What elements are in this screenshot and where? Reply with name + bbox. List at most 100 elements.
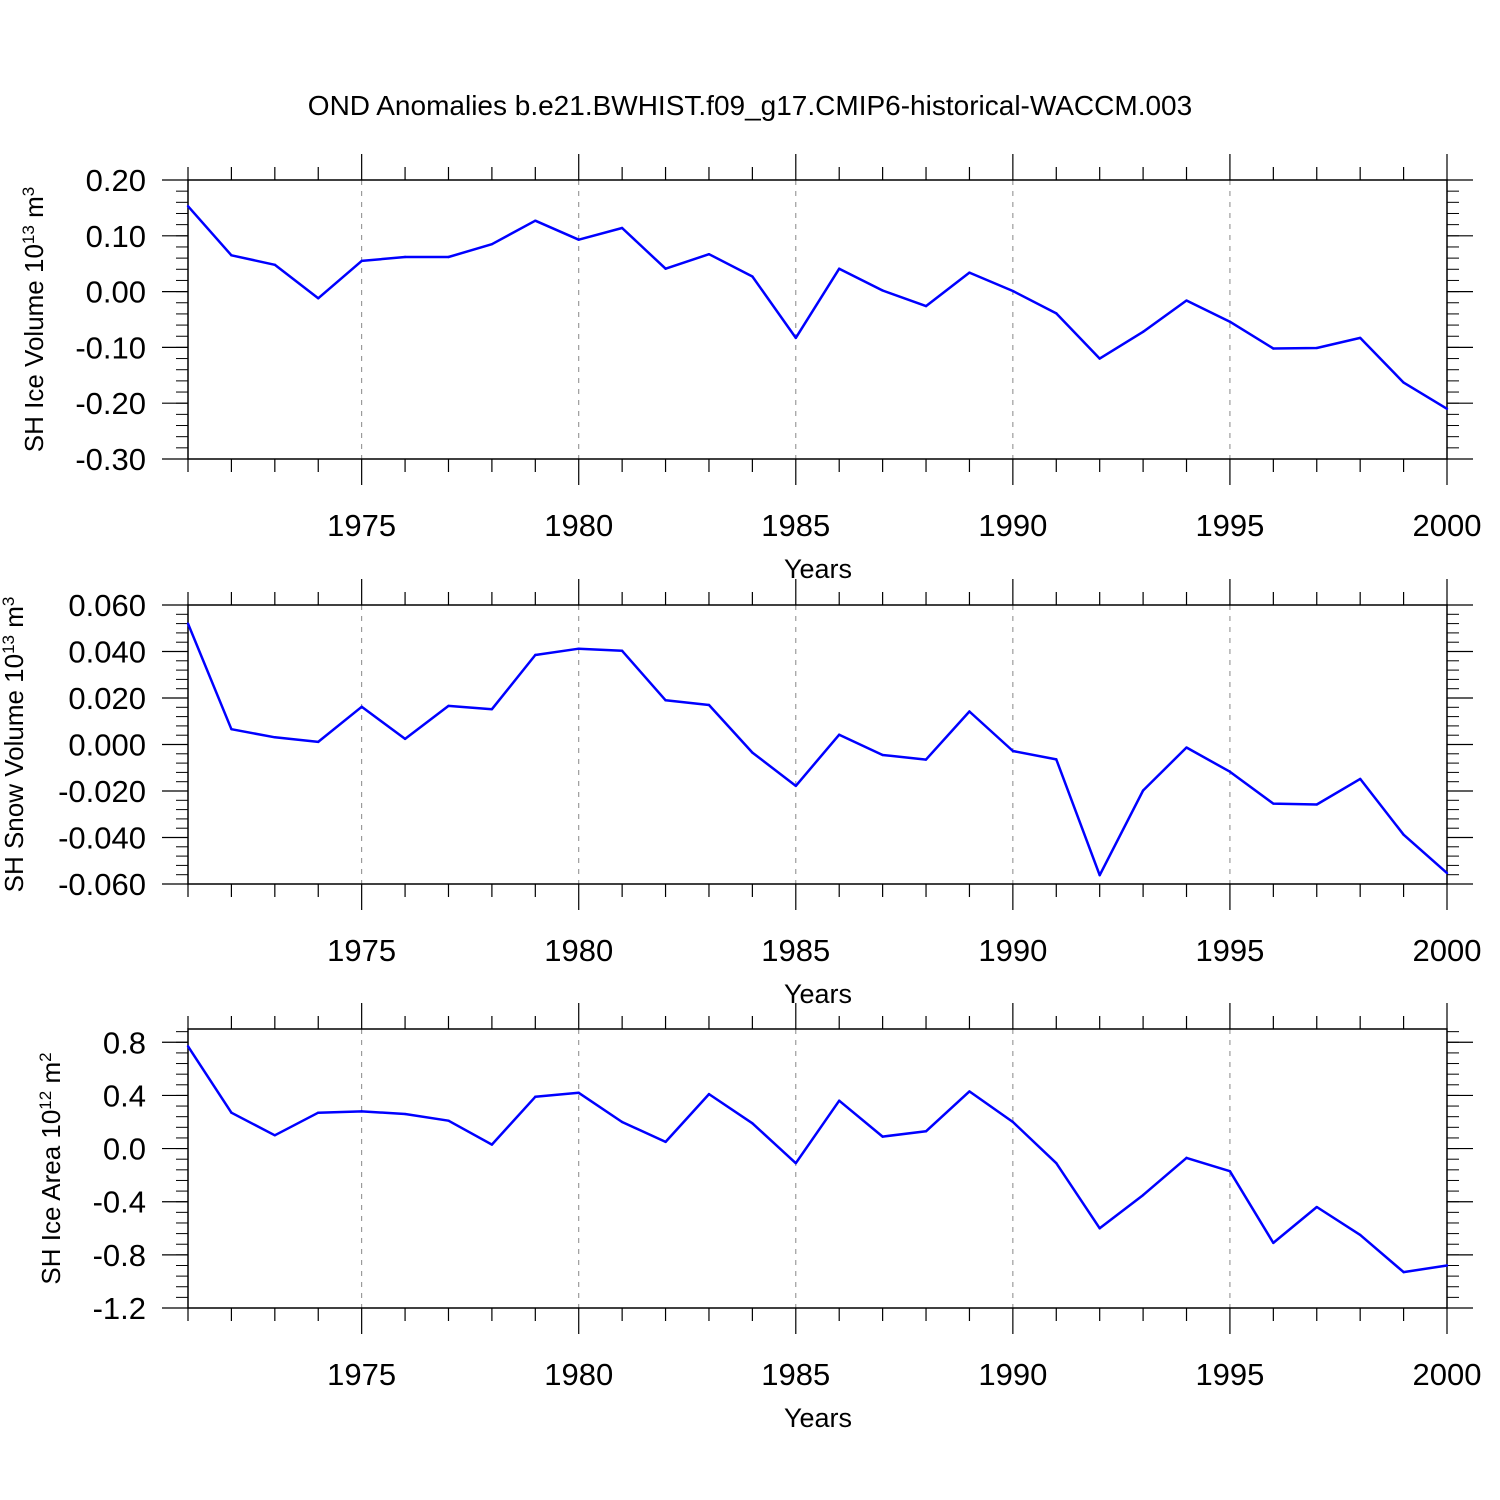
y-tick-label: -0.020	[58, 774, 146, 809]
data-point	[490, 1143, 494, 1146]
data-point	[1055, 1161, 1058, 1165]
y-tick-label: -0.10	[75, 330, 146, 365]
y-axis-label: SH Snow Volume 1013 m3	[0, 597, 29, 893]
y-tick-label: -0.20	[75, 386, 146, 421]
y-tick-label: 0.000	[68, 728, 146, 763]
data-point	[317, 1111, 320, 1114]
y-tick-label: -0.30	[75, 442, 146, 477]
y-tick-label: 0.20	[86, 163, 146, 198]
data-point	[1098, 357, 1101, 360]
y-axis-label-part: SH Ice Volume 10	[19, 244, 49, 452]
data-point	[403, 1112, 407, 1116]
data-point	[620, 1120, 624, 1124]
data-point	[968, 271, 971, 274]
data-point	[751, 751, 754, 754]
y-axis-label-superscript: 3	[19, 187, 38, 196]
data-point	[1141, 1193, 1145, 1197]
series-line	[186, 1045, 1448, 1274]
data-point	[273, 736, 277, 739]
x-tick-label: 1980	[544, 933, 613, 968]
data-point	[360, 259, 363, 263]
x-tick-label: 1975	[327, 1357, 396, 1392]
data-point	[1315, 346, 1318, 350]
x-tick-label: 1985	[761, 508, 830, 543]
y-axis-label-part: m	[19, 196, 49, 225]
figure-title: OND Anomalies b.e21.BWHIST.f09_g17.CMIP6…	[308, 90, 1192, 121]
data-point	[1402, 1270, 1405, 1274]
plot-frame	[187, 1028, 1448, 1309]
panel-2: 0.060 0.040 0.020 0.000 -0.020 -0.040 -0.060 19…	[0, 579, 1481, 1009]
x-tick-label: 1995	[1195, 508, 1264, 543]
data-point	[620, 649, 624, 653]
data-point	[1228, 1169, 1232, 1173]
series-line	[186, 623, 1448, 877]
data-point	[230, 1111, 233, 1114]
x-tick-label: 1990	[978, 508, 1047, 543]
data-point	[1358, 777, 1362, 781]
data-point	[186, 1045, 190, 1048]
data-point	[490, 707, 494, 711]
y-tick-label: 0.040	[68, 635, 146, 670]
y-tick-label: 0.020	[68, 681, 146, 716]
y-tick-label: 0.00	[86, 275, 146, 310]
data-point	[1272, 1241, 1275, 1245]
x-tick-label: 1990	[978, 1357, 1047, 1392]
panels: 0.20 0.10 0.00 -0.10 -0.20 -0.30 1975 1980 1985 1…	[0, 154, 1481, 1433]
data-point	[1272, 802, 1275, 805]
data-point	[1185, 746, 1188, 749]
y-axis-label: SH Ice Area 1012 m2	[36, 1052, 67, 1284]
data-point	[707, 253, 711, 256]
y-axis-label-part: SH Ice Area 10	[36, 1110, 66, 1285]
data-point	[1098, 873, 1101, 877]
data-point	[751, 275, 754, 278]
data-point	[1445, 407, 1449, 410]
data-point	[1358, 1233, 1362, 1237]
data-point	[273, 1134, 277, 1137]
panel-1: 0.20 0.10 0.00 -0.10 -0.20 -0.30 1975 1980 1985 1…	[19, 154, 1481, 584]
data-point	[577, 238, 580, 241]
data-point	[230, 254, 233, 257]
panel-3: 0.8 0.4 0.0 -0.4 -0.8 -1.2 1975 1980 1985 1990 199…	[36, 1003, 1481, 1433]
plot-frame	[187, 604, 1448, 885]
data-point	[360, 1110, 363, 1113]
data-point	[924, 1130, 928, 1133]
data-point	[968, 710, 971, 713]
data-point	[1315, 1205, 1318, 1209]
data-point	[924, 304, 928, 308]
data-point	[447, 704, 450, 708]
data-point	[577, 1091, 580, 1094]
y-tick-label: 0.10	[86, 219, 146, 254]
x-tick-label: 1975	[327, 508, 396, 543]
data-point	[1445, 1264, 1449, 1267]
data-point	[1185, 1156, 1188, 1160]
x-tick-label: 1980	[544, 508, 613, 543]
data-point	[273, 263, 277, 267]
y-tick-label: 0.0	[103, 1132, 146, 1167]
data-point	[1228, 770, 1232, 773]
data-point	[360, 705, 363, 709]
data-point	[186, 205, 190, 208]
data-point	[1055, 758, 1058, 761]
data-point	[1141, 330, 1145, 333]
data-point	[534, 1095, 537, 1098]
data-point	[1055, 312, 1058, 315]
data-point	[317, 297, 320, 300]
data-point	[751, 1122, 754, 1125]
data-point	[968, 1090, 971, 1093]
data-point	[1402, 833, 1405, 836]
data-point	[707, 703, 711, 707]
x-tick-label: 1975	[327, 933, 396, 968]
y-tick-label: -0.8	[93, 1238, 146, 1273]
data-point	[1185, 299, 1188, 302]
data-point	[1402, 381, 1405, 384]
y-axis-label: SH Ice Volume 1013 m3	[19, 187, 50, 452]
data-point	[403, 737, 407, 741]
data-point	[1141, 789, 1145, 792]
x-tick-label: 1995	[1195, 1357, 1264, 1392]
x-axis-label: Years	[784, 1403, 852, 1433]
data-point	[1445, 871, 1449, 875]
data-point	[881, 1135, 884, 1138]
y-axis-label-superscript: 12	[36, 1091, 55, 1110]
data-point	[707, 1092, 711, 1096]
